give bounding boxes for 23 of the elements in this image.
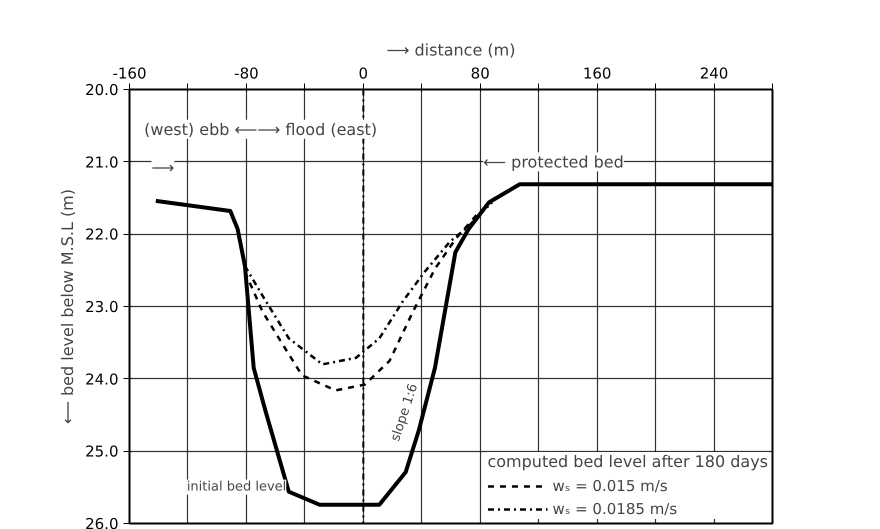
legend-label: wₛ = 0.015 m/s: [552, 477, 668, 495]
x-axis-title: ⟶ distance (m): [386, 40, 516, 60]
y-tick-label: 25.0: [85, 442, 119, 461]
y-tick-label: 21.0: [85, 153, 119, 172]
annotation: ⟶: [151, 158, 174, 178]
annotation: (west) ebb ⟵⟶ flood (east): [144, 120, 378, 139]
y-axis-title: ⟵ bed level below M.S.L (m): [58, 188, 78, 424]
annotation: ⟵ protected bed: [483, 152, 624, 172]
annotation: initial bed level: [186, 480, 286, 495]
legend-label: wₛ = 0.0185 m/s: [552, 500, 678, 518]
y-tick-label: 20.0: [85, 81, 119, 99]
x-tick-label: -80: [234, 64, 259, 82]
x-tick-label: 160: [582, 64, 612, 82]
annotation: slope 1:6: [388, 382, 422, 444]
x-tick-label: 80: [470, 64, 490, 82]
x-tick-label: 240: [700, 64, 728, 82]
x-tick-label: 0: [358, 64, 368, 82]
y-tick-label: 24.0: [85, 370, 119, 388]
y-tick-label: 22.0: [85, 226, 119, 244]
legend-title: computed bed level after 180 days: [487, 452, 768, 471]
y-tick-label: 26.0: [85, 515, 119, 529]
x-tick-label: -160: [112, 64, 147, 82]
y-tick-label: 23.0: [85, 298, 119, 316]
